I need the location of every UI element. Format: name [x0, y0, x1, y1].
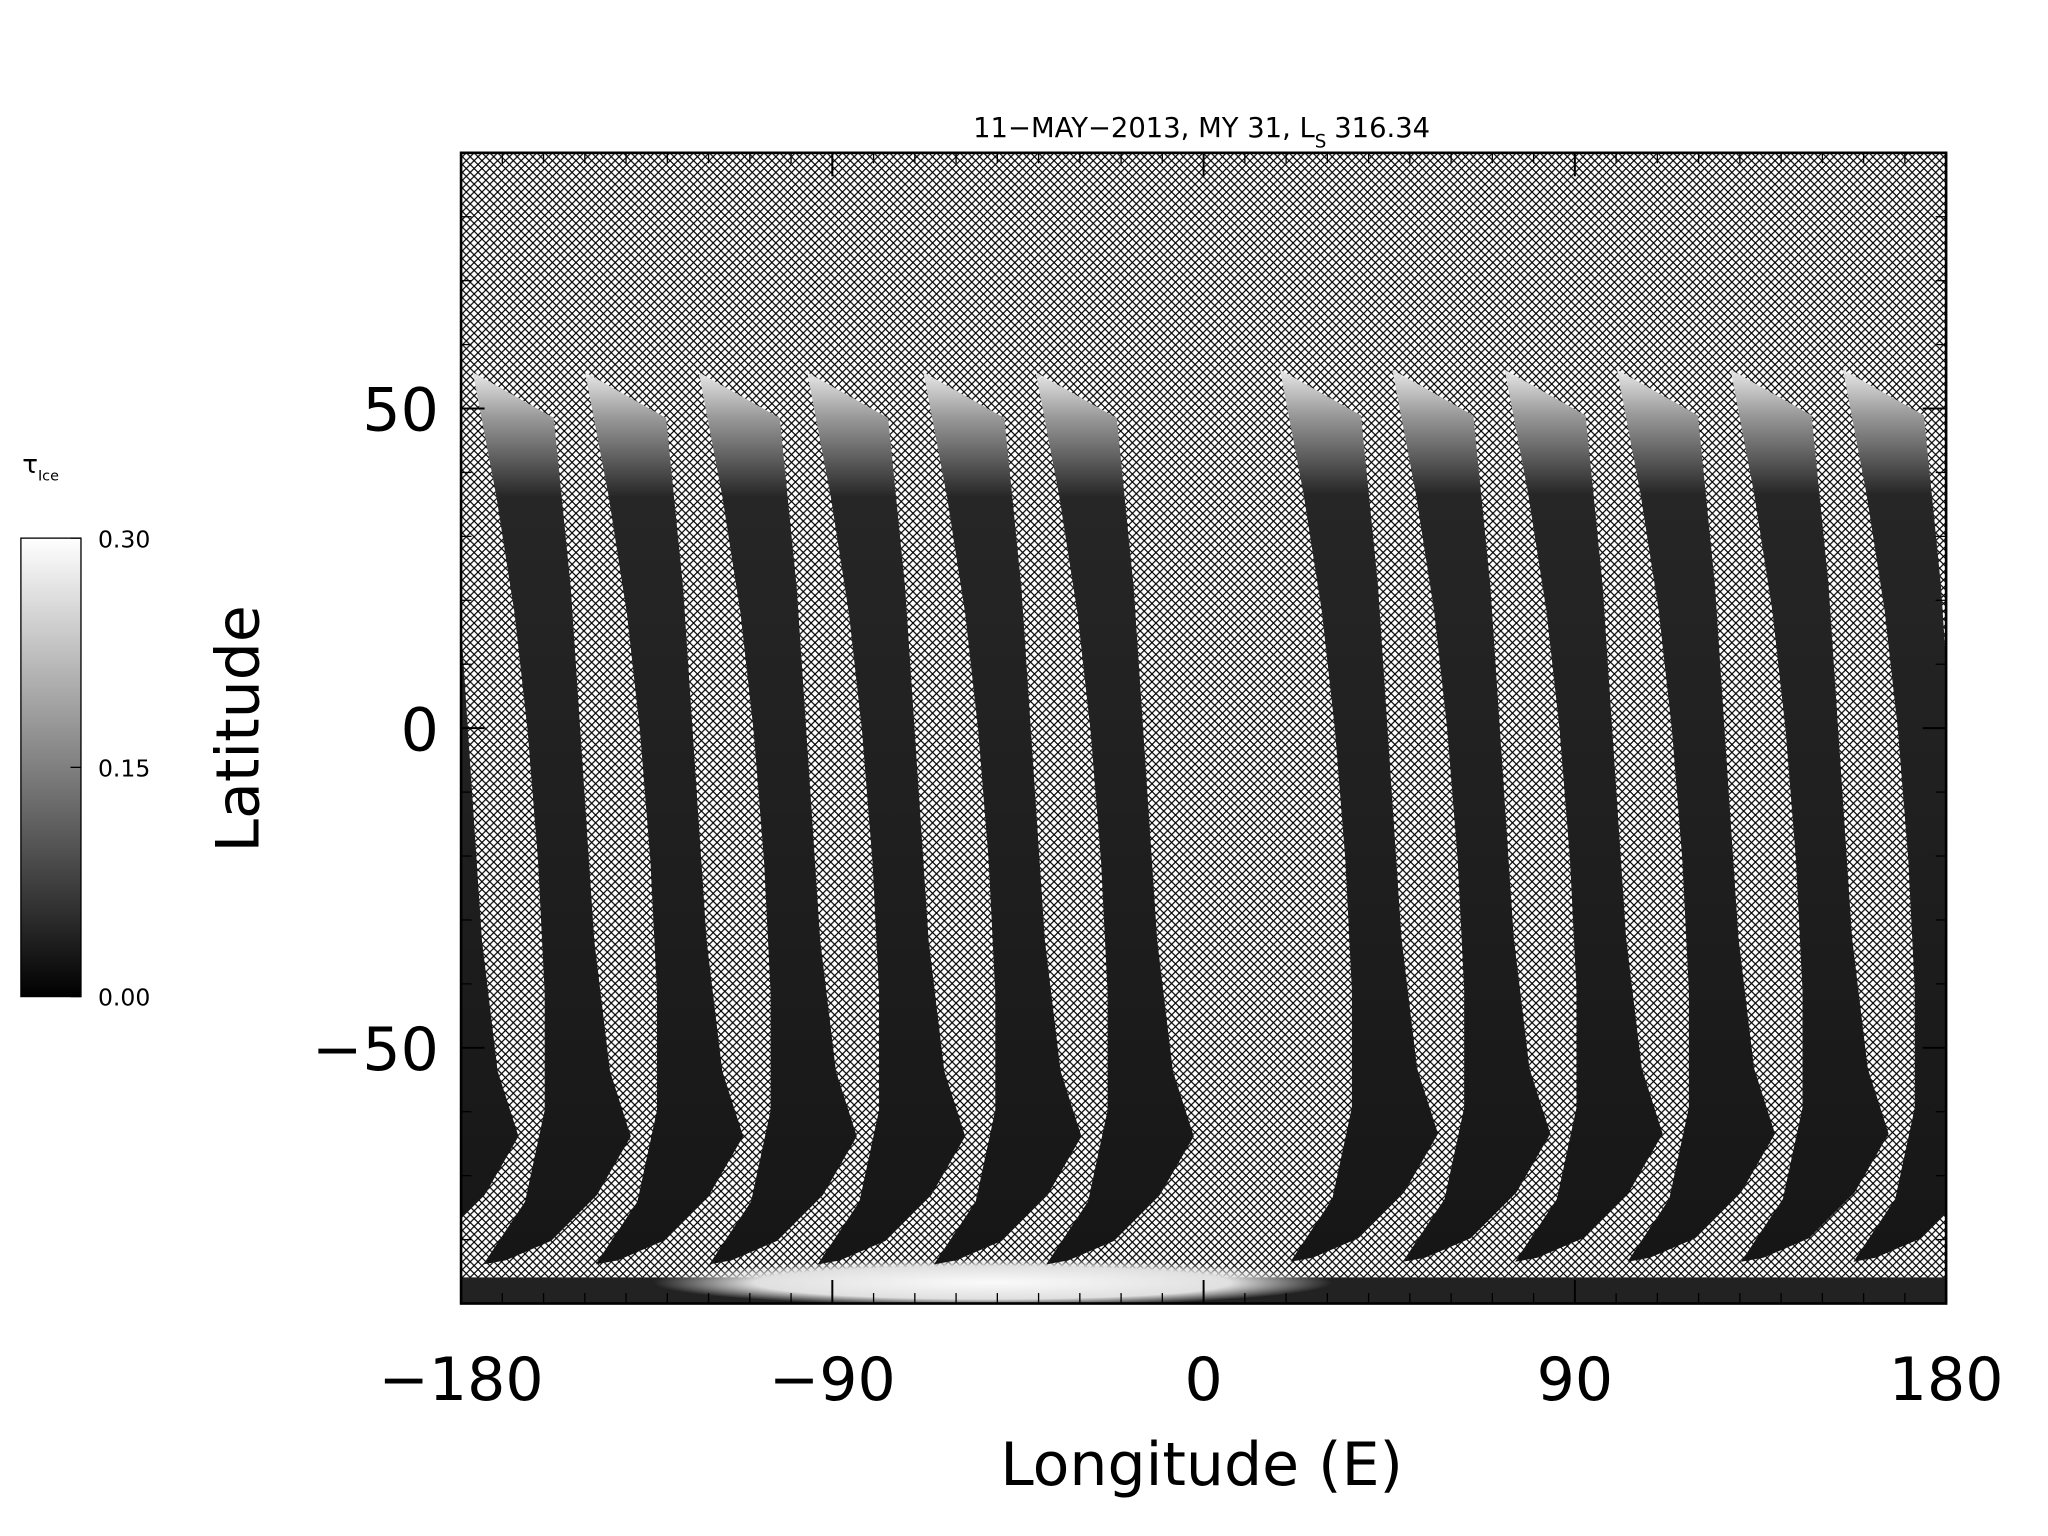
orbit-swath [1504, 369, 1663, 1262]
orbit-swath [1035, 372, 1194, 1265]
x-tick-label: −180 [379, 1345, 544, 1415]
orbit-swath [807, 372, 966, 1265]
colorbar-tick-label: 0.00 [98, 984, 150, 1012]
orbit-swath [1842, 369, 1947, 1262]
x-tick-label: 180 [1889, 1345, 2004, 1415]
x-tick-label: 0 [1184, 1345, 1222, 1415]
orbit-swath [1730, 369, 1889, 1262]
y-tick-label: 50 [362, 376, 438, 446]
orbit-swath [1616, 369, 1776, 1262]
y-tick-label: −50 [312, 1015, 439, 1085]
title-subscript: S [1315, 132, 1327, 153]
x-axis-label: Longitude (E) [1000, 1430, 1403, 1500]
colorbar-symbol: τ [22, 450, 38, 480]
x-tick-label: 90 [1537, 1345, 1613, 1415]
orbit-swath [1392, 369, 1551, 1262]
y-tick-label: 0 [401, 695, 439, 765]
title-value: 316.34 [1334, 113, 1430, 144]
orbit-swaths [461, 369, 1947, 1304]
y-axis-label: Latitude [204, 605, 274, 852]
polar-cap [653, 1259, 1333, 1304]
orbit-swath [585, 372, 744, 1265]
orbit-swath [461, 626, 519, 1219]
orbit-swath [698, 372, 857, 1265]
title-text: 11−MAY−2013, MY 31, L [973, 113, 1315, 144]
colorbar-tick-label: 0.15 [98, 754, 150, 782]
colorbar-tick-label: 0.30 [98, 525, 150, 553]
orbit-swath [472, 372, 631, 1265]
colorbar-label: τIce [22, 450, 59, 485]
colorbar-subscript: Ice [38, 469, 59, 485]
x-tick-label: −90 [769, 1345, 896, 1415]
orbit-swath [1280, 369, 1439, 1262]
orbit-swath [923, 372, 1082, 1265]
chart-title: 11−MAY−2013, MY 31, LS 316.34 [973, 113, 1430, 152]
